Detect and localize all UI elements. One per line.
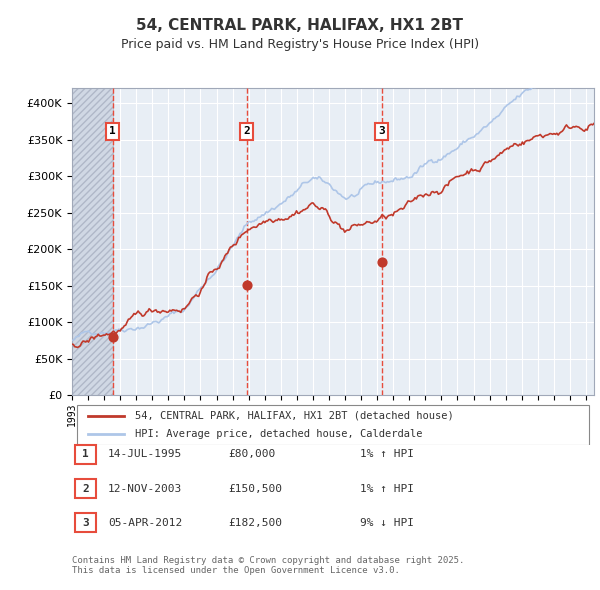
- FancyBboxPatch shape: [75, 445, 96, 464]
- Point: [242, 281, 251, 290]
- FancyBboxPatch shape: [75, 479, 96, 498]
- FancyBboxPatch shape: [75, 513, 96, 532]
- FancyBboxPatch shape: [77, 405, 589, 445]
- Text: 1: 1: [109, 126, 116, 136]
- Point: [108, 332, 118, 342]
- Text: 05-APR-2012: 05-APR-2012: [108, 518, 182, 527]
- Text: 3: 3: [378, 126, 385, 136]
- Text: 1% ↑ HPI: 1% ↑ HPI: [360, 450, 414, 459]
- Text: Price paid vs. HM Land Registry's House Price Index (HPI): Price paid vs. HM Land Registry's House …: [121, 38, 479, 51]
- Text: 54, CENTRAL PARK, HALIFAX, HX1 2BT (detached house): 54, CENTRAL PARK, HALIFAX, HX1 2BT (deta…: [134, 411, 454, 421]
- Text: £80,000: £80,000: [228, 450, 275, 459]
- Text: 3: 3: [82, 518, 89, 527]
- Text: HPI: Average price, detached house, Calderdale: HPI: Average price, detached house, Cald…: [134, 429, 422, 439]
- Text: £182,500: £182,500: [228, 518, 282, 527]
- Bar: [72, 88, 113, 395]
- Text: 14-JUL-1995: 14-JUL-1995: [108, 450, 182, 459]
- Text: 2: 2: [243, 126, 250, 136]
- Text: 1: 1: [82, 450, 89, 459]
- Text: Contains HM Land Registry data © Crown copyright and database right 2025.
This d: Contains HM Land Registry data © Crown c…: [72, 556, 464, 575]
- Text: 9% ↓ HPI: 9% ↓ HPI: [360, 518, 414, 527]
- Text: 54, CENTRAL PARK, HALIFAX, HX1 2BT: 54, CENTRAL PARK, HALIFAX, HX1 2BT: [137, 18, 464, 32]
- Text: 2: 2: [82, 484, 89, 493]
- Text: £150,500: £150,500: [228, 484, 282, 493]
- Text: 12-NOV-2003: 12-NOV-2003: [108, 484, 182, 493]
- Point: [377, 257, 386, 267]
- Text: 1% ↑ HPI: 1% ↑ HPI: [360, 484, 414, 493]
